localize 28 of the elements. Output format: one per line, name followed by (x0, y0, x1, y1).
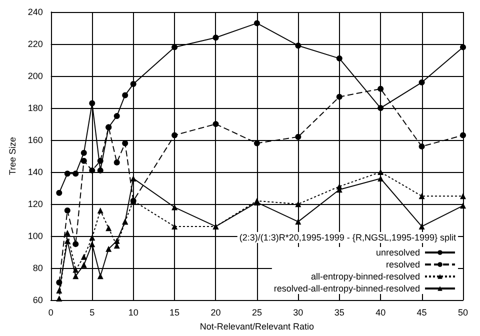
x-tick-label: 35 (334, 308, 344, 318)
y-tick-label: 140 (28, 167, 43, 178)
legend-label: unresolved (376, 248, 420, 258)
y-tick-label: 80 (32, 263, 43, 274)
legend-label: all-entropy-binned-resolved (310, 272, 420, 282)
x-tick-label: 30 (293, 308, 304, 318)
x-tick-label: 25 (252, 308, 262, 318)
x-tick-label: 0 (48, 308, 54, 318)
y-tick-label: 160 (28, 135, 43, 146)
y-tick-label: 100 (28, 231, 43, 242)
x-tick-label: 5 (90, 308, 95, 318)
y-tick-label: 220 (28, 39, 43, 50)
x-tick-label: 50 (458, 308, 468, 318)
legend-title: (2:3)/(1:3)R*20,1995-1999 - {R,NGSL,1995-1999} split (239, 232, 456, 242)
y-tick-label: 180 (28, 103, 43, 114)
legend-label: resolved-all-entropy-binned-resolved (274, 284, 420, 294)
x-tick-label: 20 (210, 308, 221, 318)
x-tick-label: 45 (416, 308, 427, 318)
x-tick-label: 15 (170, 308, 180, 318)
y-tick-label: 240 (28, 7, 43, 17)
y-tick-label: 60 (32, 295, 43, 306)
y-tick-label: 120 (28, 199, 43, 210)
y-tick-label: 200 (28, 71, 43, 82)
legend-label: resolved (386, 260, 420, 270)
x-tick-label: 10 (128, 308, 138, 318)
x-tick-label: 40 (376, 308, 386, 318)
x-axis-title: Not-Relevant/Relevant Ratio (200, 322, 314, 332)
y-axis-title: Tree Size (8, 136, 18, 176)
